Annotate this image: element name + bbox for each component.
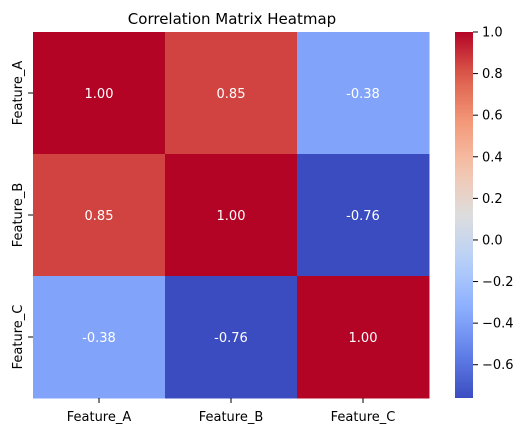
heatmap-cell [33,276,166,399]
y-axis: Feature_A Feature_B Feature_C [11,61,33,370]
colorbar-tick-label: 0.8 [482,67,503,82]
x-tick-label: Feature_A [67,410,132,425]
cell-value-label: -0.38 [346,87,380,102]
colorbar: 1.0 0.8 0.6 0.4 0.2 0.0 −0.2 −0.4 −0.6 [455,26,514,398]
cell-value-label: -0.76 [214,331,248,346]
colorbar-tick-label: −0.4 [482,317,514,332]
y-tick-label: Feature_A [11,61,26,126]
x-tick-label: Feature_B [199,410,264,425]
heatmap-cell [33,154,166,277]
x-tick-label: Feature_C [331,410,396,425]
cell-value-label: 0.85 [85,209,114,224]
x-axis: Feature_A Feature_B Feature_C [67,398,396,425]
cell-value-label: 1.00 [349,331,378,346]
colorbar-tick-label: −0.2 [482,275,514,290]
chart-title: Correlation Matrix Heatmap [128,10,336,28]
colorbar-tick-label: 0.0 [482,233,503,248]
y-tick-label: Feature_B [11,183,26,248]
colorbar-gradient [455,32,473,398]
heatmap-cell [165,32,298,155]
cell-value-labels: 1.00 0.85 -0.38 0.85 1.00 -0.76 -0.38 -0.76 1.00 [82,87,380,346]
colorbar-tick-label: 0.2 [482,192,503,207]
cell-value-label: 1.00 [85,87,114,102]
colorbar-tick-label: 0.6 [482,109,503,124]
colorbar-tick-label: 0.4 [482,150,503,165]
colorbar-tick-label: −0.6 [482,358,514,373]
heatmap-cell [165,154,298,277]
cell-value-label: -0.76 [346,209,380,224]
cell-value-label: 1.00 [217,209,246,224]
heatmap-cell [33,32,166,155]
y-tick-label: Feature_C [11,305,26,370]
heatmap-cell [297,154,430,277]
heatmap-cells [33,32,430,399]
heatmap-cell [297,276,430,399]
heatmap-cell [297,32,430,155]
heatmap-cell [165,276,298,399]
cell-value-label: 0.85 [217,87,246,102]
cell-value-label: -0.38 [82,331,116,346]
colorbar-tick-label: 1.0 [482,26,503,41]
